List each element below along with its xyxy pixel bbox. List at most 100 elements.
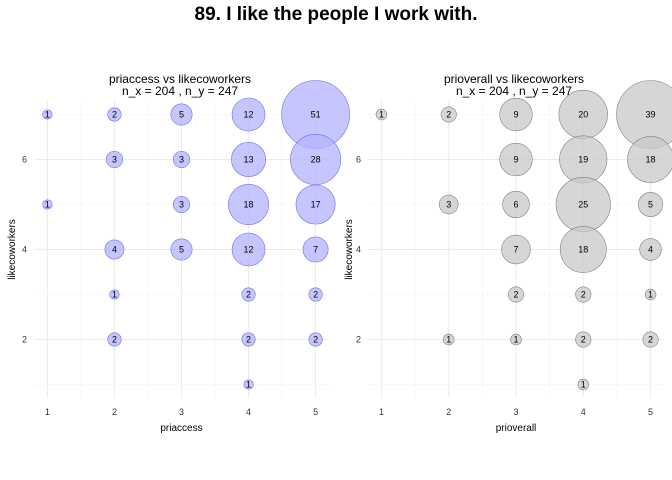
p2-bubble-label: 7 <box>513 245 518 255</box>
p1-bubble-label: 1 <box>45 200 50 210</box>
p2-bubble-label: 2 <box>446 110 451 120</box>
p2-bubble-label: 9 <box>513 155 518 165</box>
p1-bubble-label: 2 <box>112 335 117 345</box>
p2-bubble-label: 5 <box>648 200 653 210</box>
p1-bubble-label: 3 <box>179 155 184 165</box>
figure-title: 89. I like the people I work with. <box>194 4 478 25</box>
p2-bubble-label: 2 <box>513 290 518 300</box>
p1-bubble-label: 2 <box>112 110 117 120</box>
p1-y-tick-label: 4 <box>22 245 27 255</box>
p1-bubble-label: 7 <box>313 245 318 255</box>
p1-bubble-label: 5 <box>179 110 184 120</box>
p1-bubble <box>308 332 323 347</box>
p2-bubble-label: 2 <box>581 335 586 345</box>
p1-bubble <box>308 287 323 302</box>
p1-bubble <box>172 150 191 169</box>
p2-bubble-label: 4 <box>648 245 653 255</box>
p1-bubble <box>109 289 120 300</box>
p1-bubble <box>170 238 193 261</box>
p2-x-tick-label: 3 <box>513 407 518 417</box>
p2-bubble-label: 18 <box>578 245 588 255</box>
p2-bubble <box>508 286 524 303</box>
p1-bubble <box>231 142 267 177</box>
p2-bubble <box>501 234 531 265</box>
p2-bubble <box>642 331 659 348</box>
p1-y-tick-label: 2 <box>22 335 27 345</box>
p2-bubble <box>575 286 592 303</box>
p2-bubble-label: 19 <box>578 155 588 165</box>
p1-y-tick-label: 6 <box>22 155 27 165</box>
p1-bubble <box>241 332 256 347</box>
p1-bubble <box>241 287 256 302</box>
p2-bubble-label: 1 <box>648 290 653 300</box>
p2-bubble <box>575 331 592 348</box>
p1-bubble <box>105 150 124 169</box>
p1-bubble-label: 5 <box>179 245 184 255</box>
p1-bubble-label: 2 <box>246 290 251 300</box>
p1-bubble <box>228 184 270 225</box>
p2-bubble <box>375 108 388 121</box>
p2-bubble-label: 18 <box>646 155 656 165</box>
p1-bubble-label: 1 <box>246 380 251 390</box>
p2-x-tick-label: 1 <box>379 407 384 417</box>
p1-title: priaccess vs likecoworkers <box>109 72 251 86</box>
p2-bubble <box>499 142 533 177</box>
p2-y-tick-label: 4 <box>356 245 361 255</box>
p2-bubble <box>644 288 657 301</box>
p2-bubble-label: 39 <box>646 110 656 120</box>
p1-bubble-label: 17 <box>311 200 321 210</box>
p1-bubble-label: 2 <box>313 290 318 300</box>
p1-x-axis-label: priaccess <box>160 423 202 434</box>
p2-bubble-label: 1 <box>446 335 451 345</box>
p2-bubble <box>639 238 662 261</box>
p2-x-tick-label: 4 <box>581 407 586 417</box>
p1-bubble-label: 51 <box>311 110 321 120</box>
p1-x-tick-label: 5 <box>313 407 318 417</box>
p2-y-axis-label: likecoworkers <box>344 219 355 280</box>
p1-x-tick-label: 3 <box>179 407 184 417</box>
p1-bubble <box>107 107 122 122</box>
p2-bubble <box>442 333 455 346</box>
p2-bubble-label: 2 <box>581 290 586 300</box>
p2-bubble-label: 1 <box>513 335 518 345</box>
p2-y-tick-label: 2 <box>356 335 361 345</box>
p2-x-axis-label: prioverall <box>496 423 537 434</box>
p1-bubble <box>104 239 125 260</box>
p1-x-tick-label: 4 <box>246 407 251 417</box>
p1-bubble-label: 12 <box>244 245 254 255</box>
p2-bubble-label: 6 <box>513 200 518 210</box>
p1-bubble <box>42 109 53 120</box>
p1-bubble-label: 2 <box>313 335 318 345</box>
p1-bubble-label: 1 <box>45 110 50 120</box>
p2-bubble-label: 3 <box>446 200 451 210</box>
p1-bubble <box>231 232 266 267</box>
p2-bubble <box>627 136 672 183</box>
p2-bubble-label: 2 <box>648 335 653 345</box>
p2-bubble-label: 20 <box>578 110 588 120</box>
p2-bubble <box>438 194 459 215</box>
p2-bubble <box>559 226 607 273</box>
p2-bubble <box>510 333 522 346</box>
p2-bubble-label: 25 <box>578 200 588 210</box>
p1-bubble-label: 12 <box>244 110 254 120</box>
p2-bubble <box>638 192 664 217</box>
p1-bubble-label: 28 <box>311 155 321 165</box>
p1-bubble-label: 4 <box>112 245 117 255</box>
p1-bubble <box>295 184 336 225</box>
p1-bubble <box>42 199 53 210</box>
p2-bubble <box>440 106 457 123</box>
p1-bubble-label: 13 <box>244 155 254 165</box>
p2-bubble-label: 9 <box>513 110 518 120</box>
p2-bubble <box>502 190 530 219</box>
p1-bubble-label: 3 <box>112 155 117 165</box>
p1-x-tick-label: 1 <box>45 407 50 417</box>
p2-x-tick-label: 5 <box>648 407 653 417</box>
p2-bubble-label: 1 <box>581 380 586 390</box>
p2-bubble-label: 1 <box>379 110 384 120</box>
p1-bubble-label: 18 <box>244 200 254 210</box>
p2-x-tick-label: 2 <box>446 407 451 417</box>
p1-subtitle: n_x = 204 , n_y = 247 <box>122 84 238 98</box>
p2-subtitle: n_x = 204 , n_y = 247 <box>456 84 572 98</box>
p2-title: prioverall vs likecoworkers <box>444 72 584 86</box>
